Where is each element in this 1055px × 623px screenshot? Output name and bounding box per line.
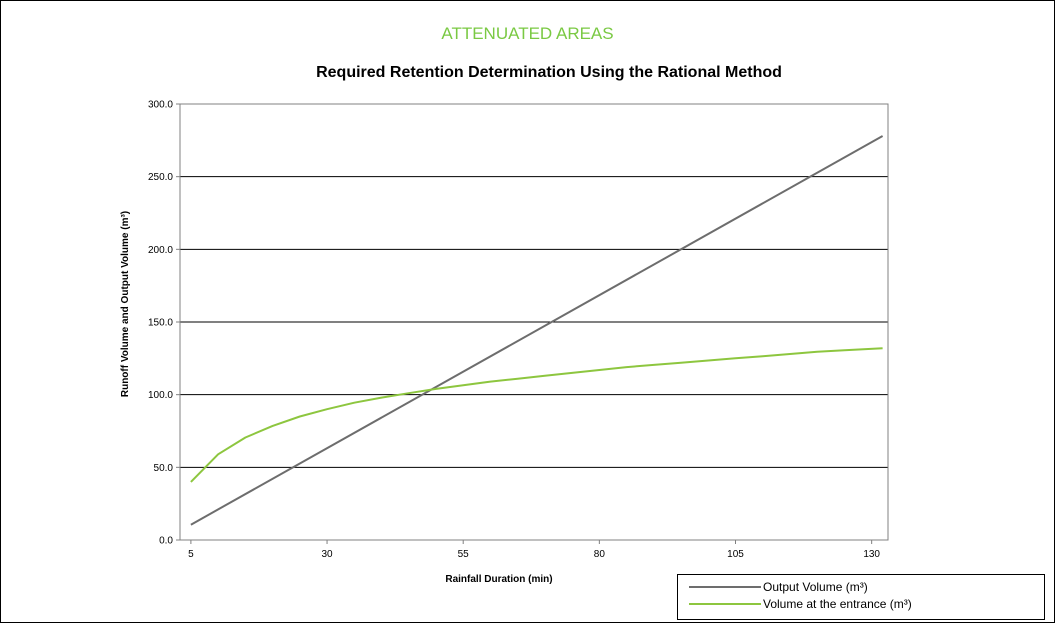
x-tick-label: 80 — [594, 549, 606, 560]
series-line-volume-entrance — [190, 347, 883, 483]
chart-legend: Output Volume (m³) Volume at the entranc… — [677, 574, 1045, 620]
x-tick-label: 55 — [458, 549, 470, 560]
legend-swatch-volume-entrance — [689, 603, 761, 605]
y-tick-label: 150.0 — [148, 318, 173, 329]
series-line-output-volume — [190, 135, 884, 526]
chart-title: Required Retention Determination Using t… — [316, 64, 782, 81]
header-title: ATTENUATED AREAS — [441, 24, 614, 43]
x-tick-label: 130 — [863, 549, 880, 560]
legend-label-output-volume: Output Volume (m³) — [763, 580, 868, 594]
legend-label-volume-entrance: Volume at the entrance (m³) — [763, 597, 912, 611]
legend-item-volume-entrance: Volume at the entrance (m³) — [678, 596, 912, 612]
legend-item-output-volume: Output Volume (m³) — [678, 579, 868, 595]
legend-swatch-output-volume — [689, 586, 761, 588]
series-lines — [190, 135, 884, 526]
y-tick-label: 100.0 — [148, 390, 173, 401]
y-tick-label: 250.0 — [148, 172, 173, 183]
y-axis-ticks: 0.0 50.0 100.0 150.0 200.0 250.0 300.0 — [148, 100, 180, 547]
y-tick-label: 200.0 — [148, 245, 173, 256]
x-axis-label: Rainfall Duration (min) — [445, 574, 552, 585]
x-tick-label: 105 — [727, 549, 744, 560]
x-axis-ticks: 5 30 55 80 105 130 — [188, 540, 880, 560]
y-tick-label: 50.0 — [154, 463, 174, 474]
y-axis-label: Runoff Volume and Output Volume (m³) — [120, 211, 131, 397]
y-tick-label: 0.0 — [159, 536, 173, 547]
grid-lines — [180, 176, 888, 468]
x-tick-label: 5 — [188, 549, 194, 560]
y-tick-label: 300.0 — [148, 100, 173, 111]
x-tick-label: 30 — [321, 549, 333, 560]
